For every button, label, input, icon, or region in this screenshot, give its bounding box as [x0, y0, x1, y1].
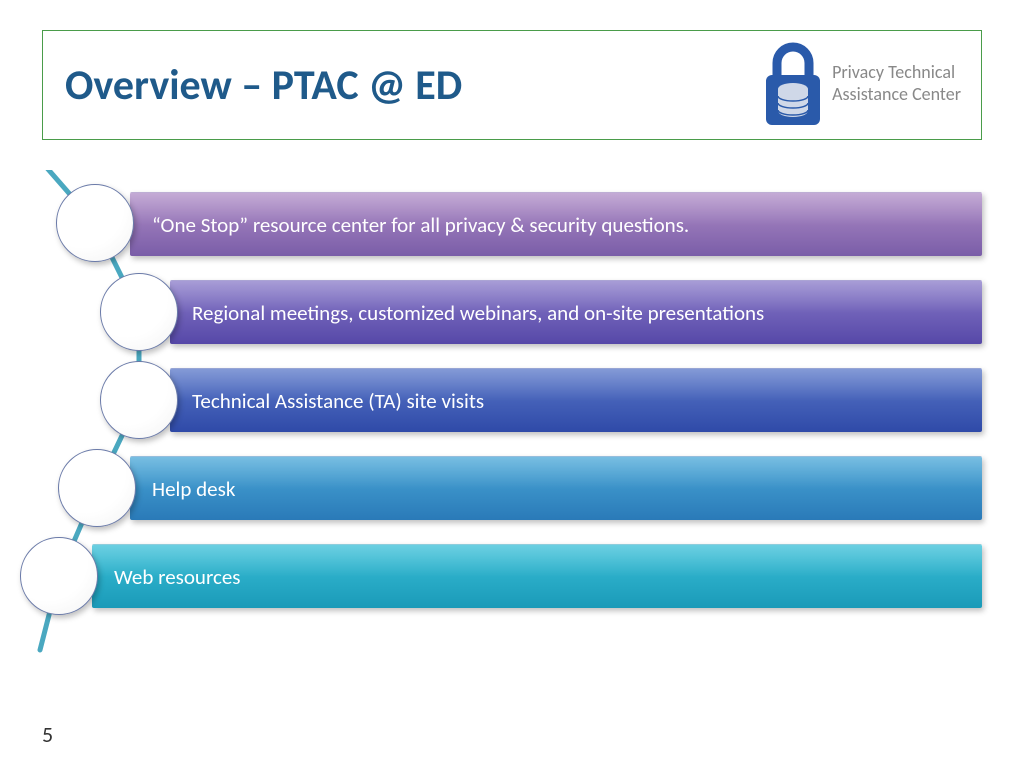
- bullet-circle: [56, 184, 134, 262]
- bullet-circle: [100, 361, 178, 439]
- lock-icon: [762, 41, 824, 127]
- list-bar-label: Regional meetings, customized webinars, …: [192, 300, 764, 326]
- page-number: 5: [42, 721, 53, 748]
- list-bar: “One Stop” resource center for all priva…: [130, 192, 982, 256]
- title-box: Overview – PTAC @ ED Privacy Technical A…: [42, 30, 982, 140]
- list-bar: Technical Assistance (TA) site visits: [170, 368, 982, 432]
- list-bar-label: “One Stop” resource center for all priva…: [152, 212, 689, 238]
- list-bar-label: Technical Assistance (TA) site visits: [192, 388, 484, 414]
- bullet-circle: [58, 449, 136, 527]
- list-bar: Help desk: [130, 456, 982, 520]
- logo-text: Privacy Technical Assistance Center: [832, 62, 961, 105]
- list-bar: Web resources: [92, 544, 982, 608]
- page-title: Overview – PTAC @ ED: [65, 60, 462, 111]
- bullet-circle: [20, 537, 98, 615]
- list-bar-label: Help desk: [152, 476, 235, 502]
- list-bar-label: Web resources: [114, 564, 241, 590]
- list-bar: Regional meetings, customized webinars, …: [170, 280, 982, 344]
- logo: Privacy Technical Assistance Center: [762, 41, 961, 127]
- bullet-circle: [100, 273, 178, 351]
- smartart-diagram: “One Stop” resource center for all priva…: [0, 170, 1024, 730]
